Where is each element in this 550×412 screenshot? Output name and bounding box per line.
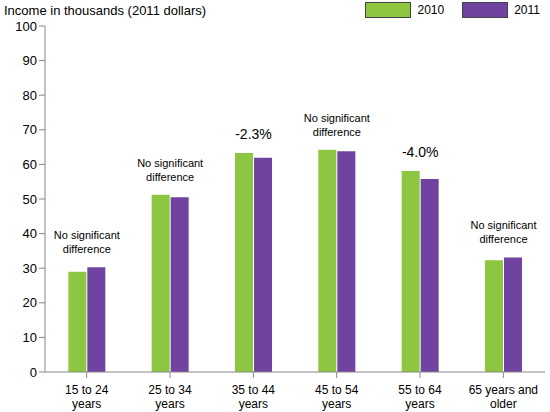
svg-text:70: 70 (23, 122, 37, 137)
svg-text:90: 90 (23, 53, 37, 68)
svg-text:40: 40 (23, 226, 37, 241)
svg-text:65 years andolder: 65 years andolder (469, 383, 538, 411)
svg-text:15 to 24years: 15 to 24years (65, 383, 109, 411)
svg-text:No significantdifference: No significantdifference (54, 229, 120, 255)
svg-text:60: 60 (23, 157, 37, 172)
svg-text:35 to 44years: 35 to 44years (232, 383, 276, 411)
svg-text:50: 50 (23, 192, 37, 207)
svg-text:100: 100 (15, 19, 37, 34)
svg-text:10: 10 (23, 330, 37, 345)
svg-text:0: 0 (30, 365, 37, 380)
svg-text:25 to 34years: 25 to 34years (148, 383, 192, 411)
html-text:2011: 2011 (514, 3, 540, 17)
svg-text:No significantdifference: No significantdifference (304, 112, 370, 138)
svg-text:No significantdifference: No significantdifference (470, 219, 536, 245)
svg-text:45 to 54years: 45 to 54years (315, 383, 359, 411)
svg-text:55 to 64years: 55 to 64years (398, 383, 442, 411)
svg-text:No significantdifference: No significantdifference (137, 157, 203, 183)
svg-text:30: 30 (23, 261, 37, 276)
svg-text:-4.0%: -4.0% (402, 144, 439, 160)
svg-text:-2.3%: -2.3% (235, 126, 272, 142)
html-text:2010: 2010 (417, 3, 445, 17)
svg-text:80: 80 (23, 88, 37, 103)
html-text:Income in thousands (2011 doll: Income in thousands (2011 dollars) (4, 3, 207, 18)
svg-text:20: 20 (23, 295, 37, 310)
